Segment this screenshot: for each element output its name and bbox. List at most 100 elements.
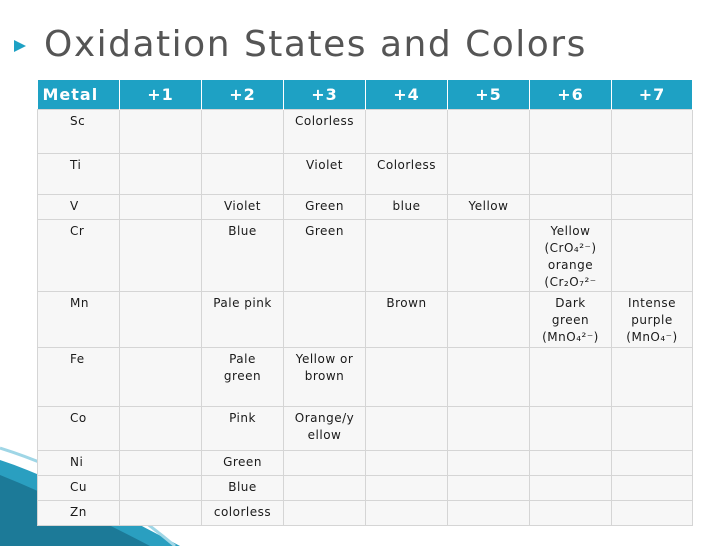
color-value: Orange/y ellow <box>294 411 355 442</box>
color-value: Blue <box>228 224 257 238</box>
color-cell <box>611 109 693 154</box>
header-plus7: +7 <box>611 80 693 110</box>
table-row: Ni Green <box>37 450 693 476</box>
oxidation-table: Metal +1 +2 +3 +4 +5 +6 +7 Sc Colorless Ti… <box>37 80 693 526</box>
color-cell <box>365 219 448 292</box>
header-plus3: +3 <box>283 80 366 110</box>
color-value: colorless <box>213 505 272 519</box>
color-cell <box>447 500 530 526</box>
color-cell <box>447 347 530 407</box>
color-cell: Green <box>283 219 366 292</box>
color-cell: Brown <box>365 291 448 348</box>
color-cell: colorless <box>201 500 284 526</box>
color-cell <box>529 475 612 501</box>
color-value: Yellow or brown <box>295 352 354 383</box>
color-cell <box>365 347 448 407</box>
metal-cell: Cu <box>37 475 120 501</box>
color-value: Green <box>223 455 262 469</box>
color-value: Dark green (MnO₄²⁻) <box>542 296 599 344</box>
color-value: Green <box>305 224 344 238</box>
color-value: Pink <box>229 411 256 425</box>
metal-cell: Sc <box>37 109 120 154</box>
metal-cell: V <box>37 194 120 220</box>
bullet-icon <box>14 40 26 52</box>
metal-cell: Cr <box>37 219 120 292</box>
color-cell <box>611 450 693 476</box>
color-cell <box>529 450 612 476</box>
color-cell <box>283 475 366 501</box>
metal-cell: Ni <box>37 450 120 476</box>
color-cell <box>283 500 366 526</box>
color-cell: Green <box>283 194 366 220</box>
table-row: Sc Colorless <box>37 109 693 154</box>
color-cell <box>447 450 530 476</box>
color-cell <box>119 153 202 195</box>
page-title: Oxidation States and Colors <box>44 24 587 65</box>
color-cell <box>119 194 202 220</box>
color-cell <box>447 475 530 501</box>
color-cell <box>365 475 448 501</box>
color-cell: Dark green (MnO₄²⁻) <box>529 291 612 348</box>
color-cell: Pale pink <box>201 291 284 348</box>
table-row: Ti Violet Colorless <box>37 153 693 195</box>
header-plus2: +2 <box>201 80 284 110</box>
color-cell <box>529 406 612 451</box>
color-cell <box>201 153 284 195</box>
color-cell: Pale green <box>201 347 284 407</box>
color-cell <box>119 219 202 292</box>
color-cell <box>119 450 202 476</box>
color-cell <box>119 500 202 526</box>
color-cell <box>119 291 202 348</box>
color-cell <box>365 450 448 476</box>
color-cell <box>365 406 448 451</box>
color-cell <box>529 109 612 154</box>
color-cell <box>611 475 693 501</box>
color-cell <box>201 109 284 154</box>
metal-cell: Fe <box>37 347 120 407</box>
header-plus6: +6 <box>529 80 612 110</box>
color-cell: Intense purple (MnO₄⁻) <box>611 291 693 348</box>
table-row: Cr Blue Green Yellow (CrO₄²⁻) orange (Cr₂O₇… <box>37 219 693 292</box>
color-value: Yellow <box>468 199 509 213</box>
color-cell: Colorless <box>283 109 366 154</box>
color-cell: Orange/y ellow <box>283 406 366 451</box>
metal-cell: Mn <box>37 291 120 348</box>
header-row: Metal +1 +2 +3 +4 +5 +6 +7 <box>37 80 693 110</box>
color-value: Pale green <box>223 352 262 383</box>
color-value: Blue <box>228 480 257 494</box>
color-value: Brown <box>386 296 427 310</box>
color-cell <box>283 291 366 348</box>
color-value: blue <box>392 199 421 213</box>
header-metal: Metal <box>37 80 120 110</box>
color-cell <box>119 406 202 451</box>
color-cell <box>529 500 612 526</box>
color-cell: Violet <box>201 194 284 220</box>
color-value: Pale pink <box>213 296 272 310</box>
color-cell <box>119 347 202 407</box>
header-plus4: +4 <box>365 80 448 110</box>
color-value: Yellow (CrO₄²⁻) orange (Cr₂O₇²⁻ <box>544 224 597 289</box>
color-cell <box>447 153 530 195</box>
color-cell <box>447 109 530 154</box>
color-cell <box>529 153 612 195</box>
color-cell <box>611 153 693 195</box>
color-cell <box>119 109 202 154</box>
color-cell: blue <box>365 194 448 220</box>
table-row: Cu Blue <box>37 475 693 501</box>
metal-cell: Zn <box>37 500 120 526</box>
color-cell <box>119 475 202 501</box>
color-cell <box>447 406 530 451</box>
color-cell <box>365 500 448 526</box>
color-cell: Yellow or brown <box>283 347 366 407</box>
table-row: Mn Pale pink Brown Dark green (MnO₄²⁻) Inten… <box>37 291 693 348</box>
color-cell: Blue <box>201 475 284 501</box>
color-cell: Yellow (CrO₄²⁻) orange (Cr₂O₇²⁻ <box>529 219 612 292</box>
color-cell <box>529 347 612 407</box>
color-cell <box>447 219 530 292</box>
color-cell <box>611 219 693 292</box>
color-cell <box>611 194 693 220</box>
color-cell <box>283 450 366 476</box>
color-value: Intense purple (MnO₄⁻) <box>626 296 678 344</box>
color-cell <box>365 109 448 154</box>
color-cell <box>611 406 693 451</box>
